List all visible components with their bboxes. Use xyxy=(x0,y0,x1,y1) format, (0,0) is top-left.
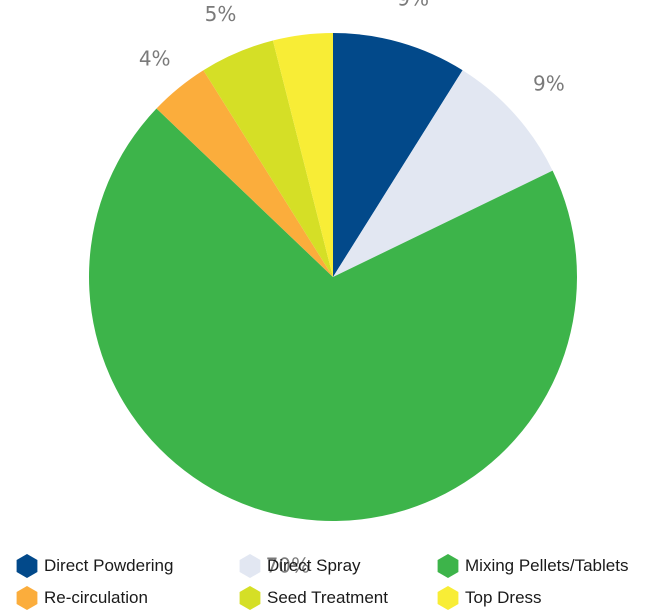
slice-value-label: 9% xyxy=(533,71,565,95)
pie-slice-seed-treatment xyxy=(203,40,333,277)
legend-item-mixing-pellets-tablets: Mixing Pellets/Tablets xyxy=(435,552,628,580)
legend-label: Mixing Pellets/Tablets xyxy=(465,556,629,575)
pie-slice-direct-spray xyxy=(333,70,553,277)
legend-label: Top Dress xyxy=(465,588,542,607)
legend-label: Re-circulation xyxy=(44,588,148,607)
slice-value-label: 4% xyxy=(139,47,171,71)
legend-label: Direct Powdering xyxy=(44,556,174,575)
legend-item-direct-spray: Direct Spray xyxy=(237,552,361,580)
hexagon-swatch-icon xyxy=(239,554,261,578)
hexagon-swatch-icon xyxy=(239,586,261,610)
pie-slice-mixing-pellets-tablets xyxy=(89,108,578,522)
hexagon-swatch-icon xyxy=(437,586,459,610)
hexagon-swatch-icon xyxy=(16,586,38,610)
slice-value-label: 70% xyxy=(266,554,310,578)
legend-label: Seed Treatment xyxy=(267,588,388,607)
slice-value-label: 5% xyxy=(205,2,237,26)
slice-value-label: 4% xyxy=(281,0,313,3)
legend-item-top-dress: Top Dress xyxy=(435,584,542,612)
legend-item-direct-powdering: Direct Powdering xyxy=(14,552,173,580)
pie-slice-labels: 9% 9% 70% 4% 5% 4% xyxy=(139,0,565,578)
pie-slice-top-dress xyxy=(272,33,333,277)
slice-value-label: 9% xyxy=(397,0,429,10)
legend-label: Direct Spray xyxy=(267,556,361,575)
legend-item-seed-treatment: Seed Treatment xyxy=(237,584,388,612)
pie-slice-direct-powdering xyxy=(333,33,463,277)
pie-slice-re-circulation xyxy=(156,70,333,277)
hexagon-swatch-icon xyxy=(437,554,459,578)
hexagon-swatch-icon xyxy=(16,554,38,578)
pie-slices xyxy=(89,33,578,522)
legend: Direct Powdering Direct Spray Mixing Pel… xyxy=(0,552,667,613)
legend-item-re-circulation: Re-circulation xyxy=(14,584,148,612)
